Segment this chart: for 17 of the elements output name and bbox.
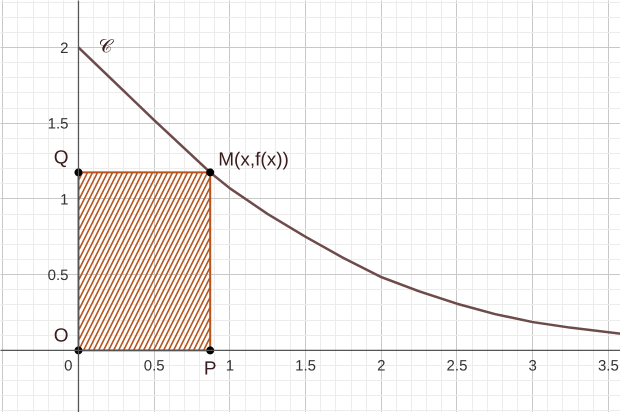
annotation: P [204, 358, 217, 380]
x-tick-label: 0 [64, 357, 72, 374]
x-tick-label: 3.5 [598, 357, 619, 374]
y-tick-label: 1.5 [48, 116, 68, 133]
x-tick-label: 2 [377, 357, 386, 374]
annotation: Q [54, 147, 68, 168]
annotation: O [54, 325, 68, 346]
x-tick-label: 0.5 [144, 357, 165, 374]
x-tick-label: 2.5 [446, 357, 468, 374]
x-tick-label: 3 [528, 357, 537, 374]
y-tick-label: 1 [60, 191, 68, 208]
annotation: M(x,f(x)) [218, 149, 289, 170]
annotation: 𝒞 [98, 36, 115, 58]
y-tick-label: 0.5 [48, 267, 68, 284]
x-tick-label: 1.5 [295, 357, 316, 374]
x-tick-label: 1 [226, 357, 234, 374]
y-tick-label: 2 [60, 40, 68, 57]
